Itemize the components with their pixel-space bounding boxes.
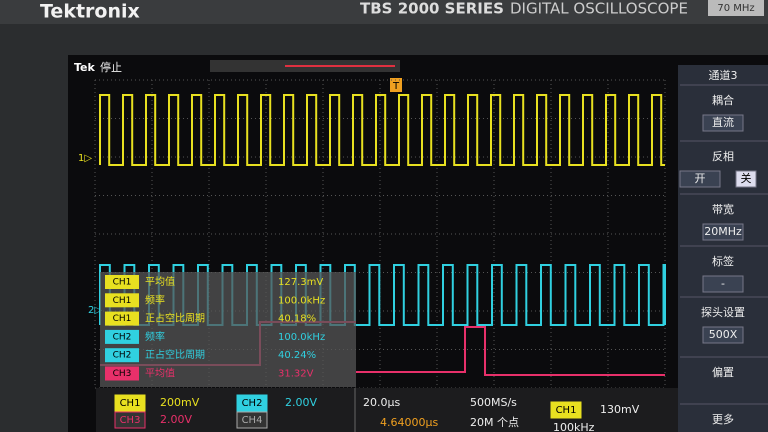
bandwidth-badge	[708, 0, 764, 16]
menu-title: 通道3	[709, 68, 738, 82]
series: TBS 2000 SERIES	[360, 0, 504, 18]
menu-value-box	[702, 223, 744, 241]
menu-value: -	[721, 277, 725, 290]
menu-label[interactable]: 探头设置	[701, 306, 745, 319]
trigger-marker	[390, 78, 402, 92]
ch2-scale: 2.00V	[285, 396, 317, 409]
channel: CH1	[113, 314, 132, 324]
measurement-panel	[100, 272, 356, 387]
trigger-frequency: 100kHz	[553, 421, 595, 432]
trigger-level: 130mV	[600, 403, 640, 416]
channel-badge	[236, 411, 268, 429]
channel: CH1	[120, 398, 141, 409]
measurement-value: 40.24%	[278, 350, 316, 361]
ch1-trace	[99, 94, 665, 166]
sample-rate: 500MS/s	[470, 396, 517, 409]
measurement-value: 40.18%	[278, 314, 316, 325]
measurement-name: 频率	[145, 330, 165, 343]
channel-badge	[105, 311, 139, 326]
channel: CH1	[556, 405, 577, 416]
channel-badge	[114, 411, 146, 429]
channel-badge	[105, 275, 139, 289]
channel-badge	[105, 329, 139, 344]
channel-badge	[114, 394, 146, 412]
channel: CH2	[113, 332, 132, 342]
menu-value: 500X	[709, 328, 738, 341]
menu-label[interactable]: 反相	[712, 150, 734, 163]
ch1-scale: 200mV	[160, 396, 200, 409]
ch3-scale: 2.00V	[160, 413, 192, 426]
channel: CH1	[113, 296, 132, 306]
measurement-name: 平均值	[145, 367, 175, 380]
menu-value-box	[702, 326, 744, 344]
measurement-value: 100.0kHz	[278, 332, 325, 343]
channel: CH1	[113, 278, 132, 288]
menu-alt: 关	[741, 171, 752, 185]
channel: CH2	[113, 351, 132, 361]
bottom-bar	[96, 388, 768, 432]
channel: CH4	[242, 415, 263, 426]
channel: CH3	[120, 415, 141, 426]
measurement-value: 100.0kHz	[278, 295, 325, 306]
measurement-name: 正占空比周期	[145, 312, 205, 325]
measurement-name: 正占空比周期	[145, 348, 205, 361]
top-panel	[0, 0, 768, 24]
measurement-name: 平均值	[145, 275, 175, 288]
measurement-name: 频率	[145, 293, 165, 306]
menu-value-box	[702, 275, 744, 293]
timebase: 20.0µs	[363, 396, 400, 409]
channel: CH2	[242, 398, 263, 409]
menu-label[interactable]: 带宽	[712, 202, 734, 216]
channel-badge	[105, 348, 139, 363]
menu-alt-box	[735, 170, 757, 188]
ch1-marker: 1▷	[78, 153, 92, 164]
ch2-marker: 2▷	[88, 305, 102, 316]
measurement-value: 31.32V	[278, 369, 314, 380]
logo: Tek	[74, 61, 96, 74]
menu-label[interactable]: 标签	[712, 254, 734, 268]
measurement-value: 127.3mV	[278, 277, 323, 288]
position: 4.64000µs	[380, 416, 438, 429]
channel: CH3	[113, 369, 132, 379]
trigger-label: T	[392, 81, 400, 92]
channel-badge	[550, 401, 582, 419]
channel-badge	[105, 293, 139, 308]
brand: Tektronix	[40, 1, 140, 23]
channel-badge	[105, 366, 139, 381]
menu-value: 开	[695, 172, 706, 185]
product: DIGITAL OSCILLOSCOPE	[510, 0, 688, 18]
menu-value: 20MHz	[704, 225, 742, 238]
menu-value: 直流	[712, 115, 734, 129]
channel-badge	[236, 394, 268, 412]
menu-label[interactable]: 耦合	[712, 93, 734, 107]
menu-value-box	[679, 170, 721, 188]
menu-label[interactable]: 偏置	[712, 365, 734, 379]
menu-value-box	[702, 114, 744, 132]
run-state: 停止	[100, 60, 122, 74]
bandwidth: 70 MHz	[717, 3, 754, 14]
record-length: 20M 个点	[470, 416, 519, 429]
menu-label[interactable]: 更多	[712, 412, 734, 426]
